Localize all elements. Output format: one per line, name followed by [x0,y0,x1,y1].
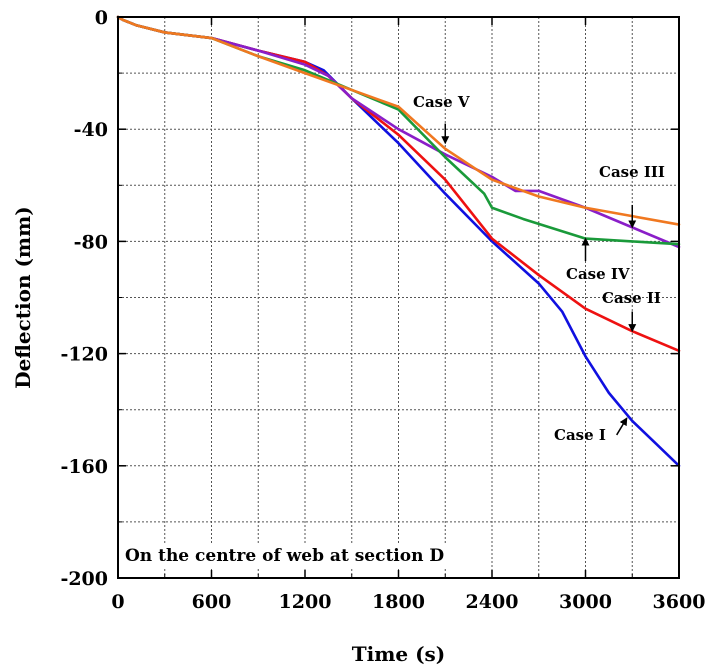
x-axis-title: Time (s) [352,642,446,666]
annotations: Case V Case III Case IV Case II Case I [413,93,665,444]
axis-ticks [117,16,680,579]
y-tick-label: -120 [60,344,108,366]
y-tick-label: -80 [74,231,108,253]
series-line-case-iii [116,15,681,249]
y-tick-label: -160 [60,456,108,478]
annotation-label-case-iii: Case III [599,163,665,181]
y-tick-label: -200 [60,568,108,590]
series-line-case-ii [116,15,681,353]
series-line-case-v [116,15,681,226]
inset-label: On the centre of web at section D [125,546,444,566]
x-tick-label: 2400 [466,591,519,613]
inset-label-background [122,544,448,568]
series-lines [116,15,681,468]
x-tick-label: 1800 [372,591,425,613]
annotation-label-case-i: Case I [554,426,606,444]
x-tick-label: 0 [111,591,124,613]
annotation-label-case-iv: Case IV [566,265,630,283]
annotation-label-case-ii: Case II [602,289,661,307]
x-tick-label: 3000 [559,591,612,613]
annotation-label-case-v: Case V [413,93,470,111]
grid-lines [118,17,679,578]
x-tick-label: 3600 [653,591,706,613]
annotation-arrow-case-i [616,417,628,436]
x-tick-label: 1200 [279,591,332,613]
y-axis-title: Deflection (mm) [11,206,35,388]
tick-labels: 0 600 1200 1800 2400 3000 3600 0 -40 -80 -120 -160 -… [60,7,705,613]
y-tick-label: -40 [74,119,108,141]
x-tick-label: 600 [192,591,232,613]
y-tick-label: 0 [95,7,108,29]
